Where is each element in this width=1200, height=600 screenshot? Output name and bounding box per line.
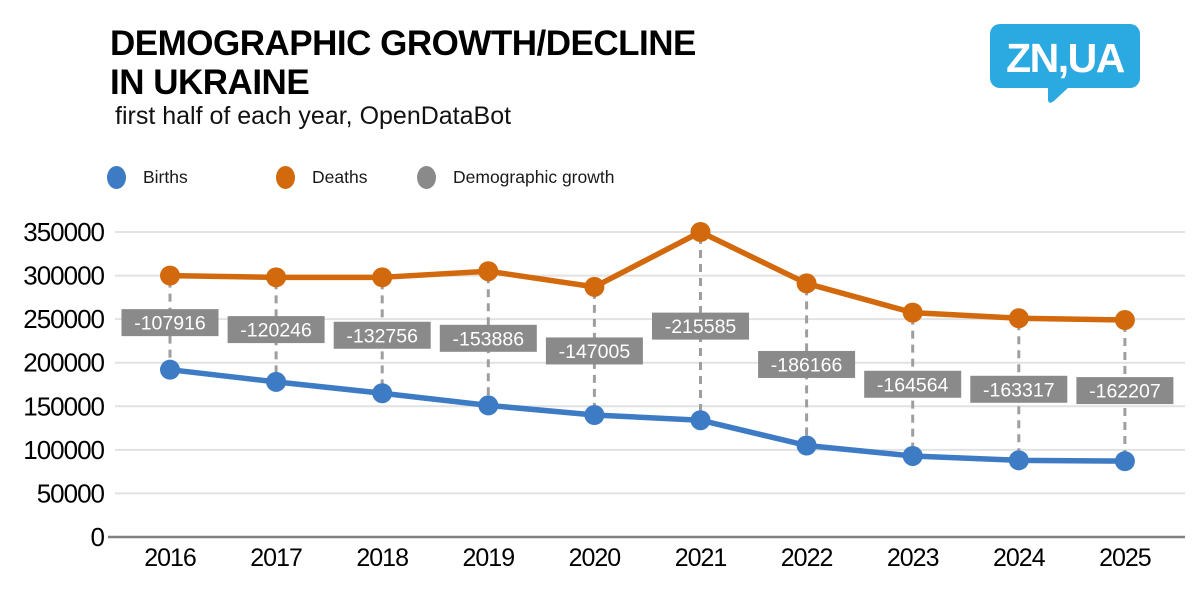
x-tick-label: 2020 [569,544,621,572]
growth-label-box [545,337,643,365]
x-tick-label: 2019 [462,544,514,572]
births-data-point [372,383,393,404]
growth-label-value: -153886 [453,328,525,350]
growth-label-box [652,312,749,340]
logo-text: ZN,UA [1006,35,1125,81]
births-data-point [690,410,711,431]
y-tick-label: 250000 [23,304,104,334]
growth-connectors [168,236,1127,458]
growth-label-value: -147005 [559,341,631,363]
deaths-data-point [266,267,287,288]
growth-label-box [970,375,1068,403]
x-tick-label: 2025 [1099,544,1151,572]
births-data-point [584,405,605,425]
births-points [160,359,1135,472]
x-tick-label: 2021 [675,544,727,572]
y-tick-label: 350000 [23,217,104,247]
births-data-point [902,445,923,466]
growth-label-value: -215585 [665,316,737,338]
deaths-data-point [690,222,711,242]
deaths-data-point [1114,310,1135,331]
growth-label-box [1076,377,1174,405]
deaths-data-point [160,265,180,286]
legend-item-deaths: Deaths [276,166,417,189]
x-tick-label: 2024 [993,544,1046,572]
logo-background [990,24,1140,88]
x-tick-label: 2022 [781,544,833,572]
births-data-point [478,395,499,416]
title-line-2: IN UKRAINE [110,63,310,102]
growth-label-box [227,316,325,344]
growth-labels: -107916 -120246 -132756 -153886 -147005 -2155… [121,309,1174,405]
deaths-points [160,222,1135,331]
legend-item-births: Births [107,166,276,189]
growth-label-value: -132756 [346,325,418,347]
legend-label-deaths: Deaths [312,167,368,187]
births-line [167,366,1128,464]
y-tick-label: 300000 [23,261,104,291]
births-dot-icon [107,166,126,189]
growth-label-box [439,324,537,352]
deaths-data-point [902,302,923,323]
y-tick-label: 0 [91,522,105,552]
deaths-data-point [478,261,499,282]
x-tick-label: 2017 [250,544,302,572]
x-tick-label: 2018 [356,544,408,572]
chart-subtitle: first half of each year, OpenDataBot [115,102,512,130]
x-tick-label: 2023 [887,544,939,572]
births-data-point [1114,451,1135,472]
y-tick-label: 200000 [23,348,104,378]
deaths-line [167,229,1128,323]
growth-label-box [758,350,856,378]
deaths-data-point [796,273,817,294]
y-tick-label: 150000 [23,391,104,421]
deaths-data-point [1008,308,1029,329]
births-data-point [266,371,287,392]
growth-label-box [864,370,962,398]
growth-label-value: -164564 [877,374,949,396]
growth-label-value: -107916 [134,313,206,335]
gridlines: 350000 300000 250000 200000 150000 100000 5000… [23,217,1185,552]
growth-label-value: -162207 [1089,381,1161,403]
legend-label-births: Births [143,167,188,187]
x-axis-labels: 2016 2017 2018 2019 2020 2021 2022 2023 2024 2025 [144,544,1152,572]
page-title: DEMOGRAPHIC GROWTH/DECLINE IN UKRAINE [110,24,696,102]
znua-logo-bubble: ZN,UA [990,24,1140,103]
growth-label-box [121,309,219,337]
title-line-1: DEMOGRAPHIC GROWTH/DECLINE [110,24,696,63]
growth-label-box [333,321,431,349]
legend-item-growth: Demographic growth [417,166,614,189]
znua-logo: ZN,UA [988,22,1144,106]
births-data-point [1008,450,1029,471]
growth-label-value: -163317 [983,379,1055,401]
legend-label-growth: Demographic growth [453,167,615,187]
births-data-point [160,359,180,380]
deaths-dot-icon [276,166,295,189]
logo-speech-tail [1048,86,1070,103]
deaths-data-point [372,267,393,288]
growth-label-value: -120246 [240,320,312,342]
births-data-point [796,435,817,456]
x-tick-label: 2016 [144,544,196,572]
growth-label-value: -186166 [771,354,843,376]
chart-legend: Births Deaths Demographic growth [107,166,614,189]
y-tick-label: 50000 [37,478,105,508]
growth-dot-icon [417,166,436,189]
y-tick-label: 100000 [23,435,104,465]
deaths-data-point [584,276,605,297]
